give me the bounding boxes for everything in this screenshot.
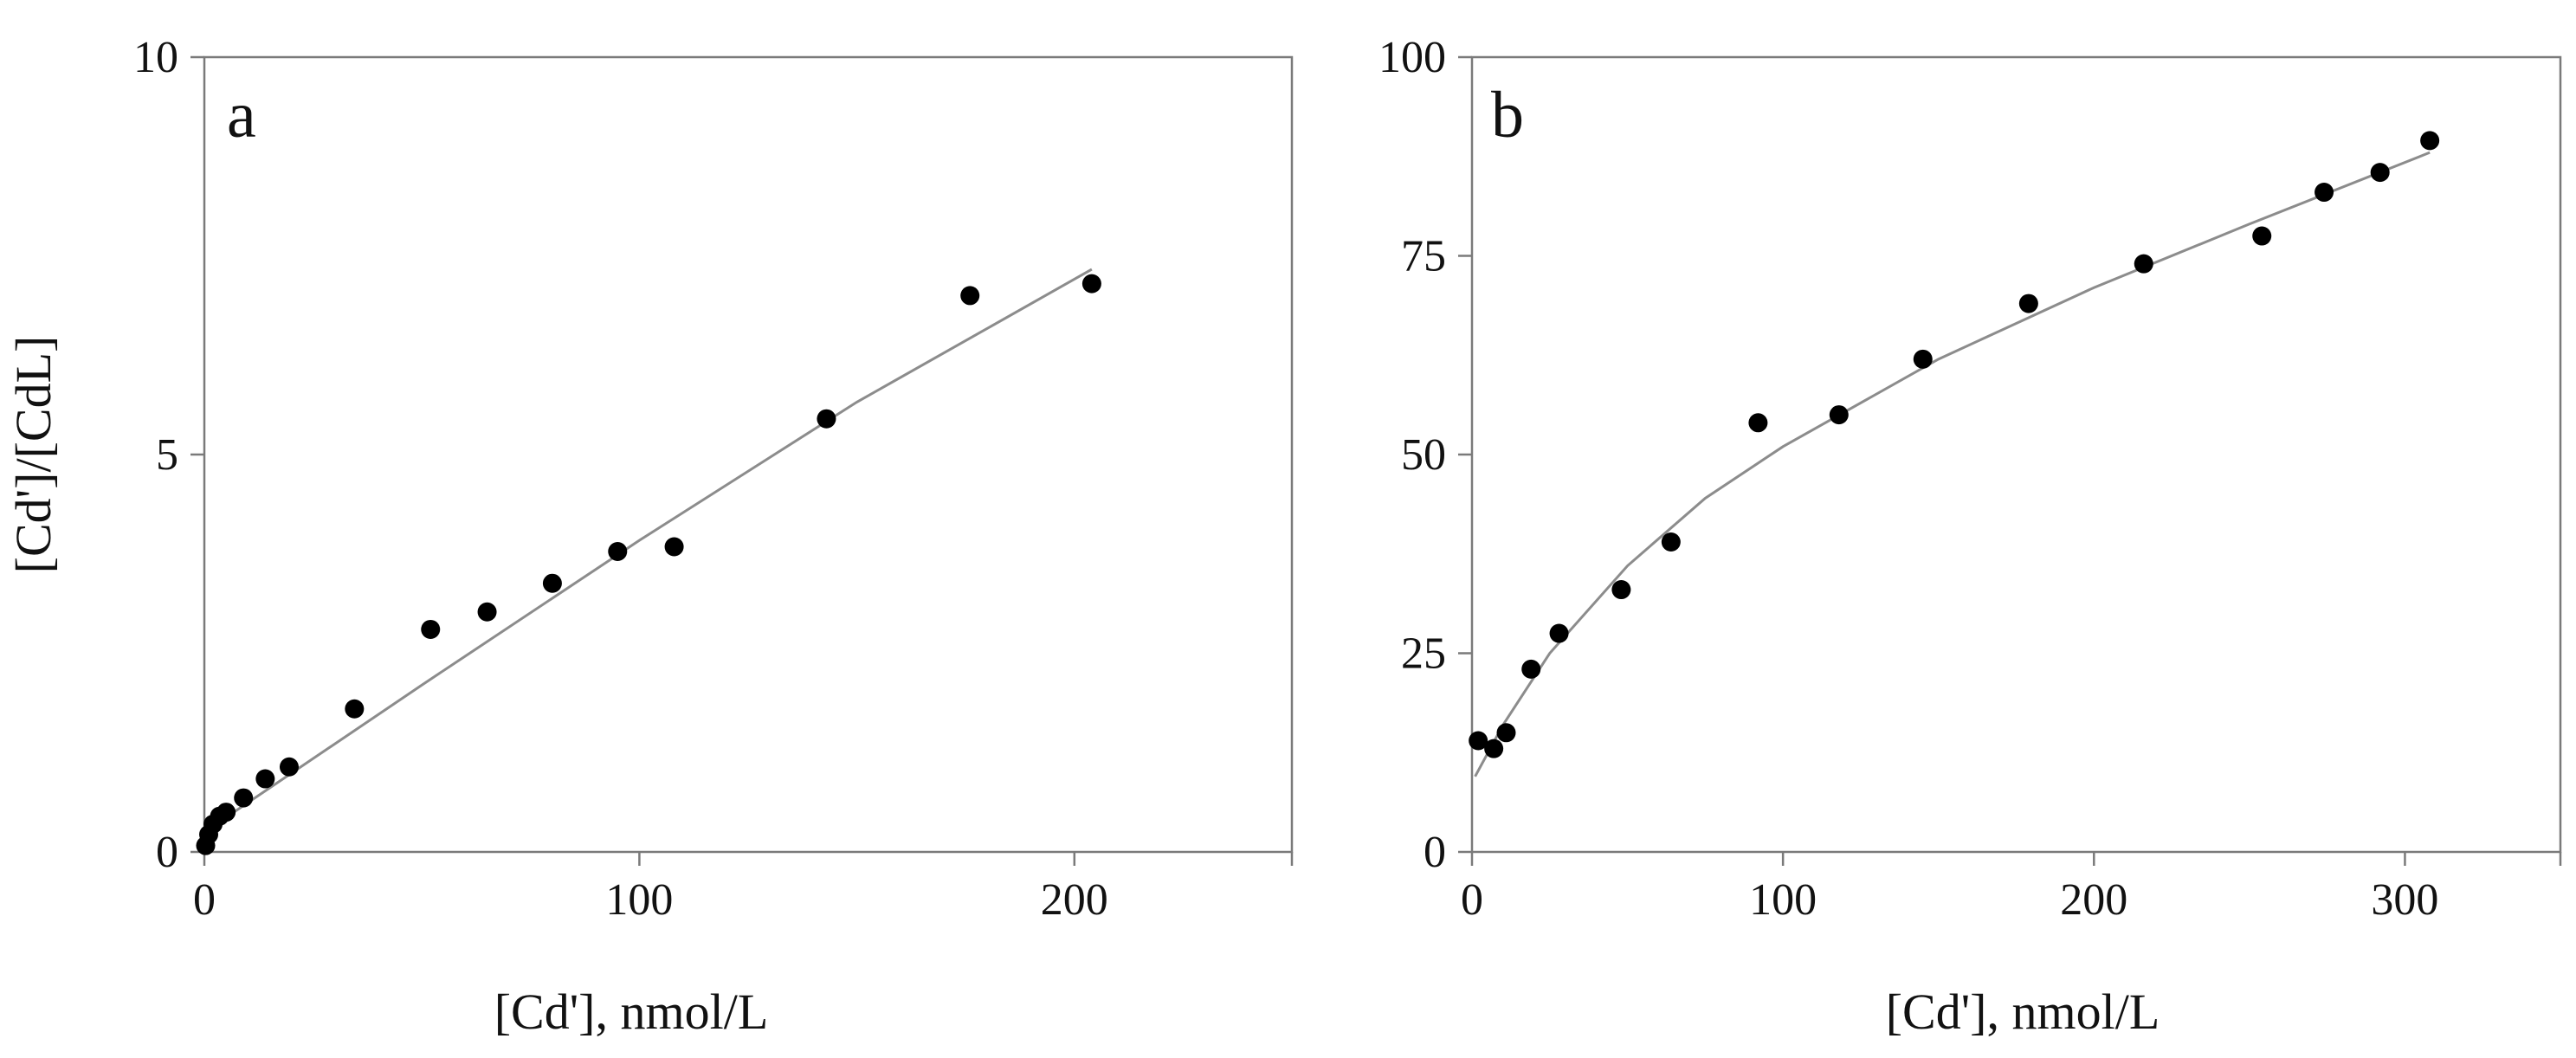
x-tick-label-a-0: 0 (193, 875, 216, 925)
y-axis-title-a: [Cd']/[CdL] (5, 336, 61, 574)
data-point-a-9 (421, 619, 441, 639)
data-point-b-11 (2134, 254, 2153, 274)
data-point-a-5 (234, 788, 254, 808)
axis-ticks-a: 0 100 200 0 5 10 (133, 33, 1294, 925)
data-points-b (1469, 131, 2440, 758)
data-point-b-14 (2370, 163, 2390, 183)
data-point-b-15 (2420, 131, 2440, 151)
panel-label-b: b (1491, 79, 1524, 152)
data-point-b-4 (1549, 623, 1569, 643)
x-tick-label-b-2: 200 (2060, 875, 2127, 925)
fit-curve-a-0 (203, 268, 1093, 834)
data-point-a-16 (1081, 274, 1101, 294)
x-tick-label-b-3: 300 (2371, 875, 2438, 925)
data-point-b-9 (1913, 349, 1933, 369)
x-tick-label-a-1: 100 (605, 875, 673, 925)
data-point-b-13 (2315, 183, 2334, 203)
x-tick-label-a-2: 200 (1041, 875, 1108, 925)
y-tick-label-a-1: 5 (156, 430, 178, 480)
data-point-a-6 (255, 769, 275, 789)
data-points-a (196, 274, 1101, 855)
chart-panel-b: b [Cd'], nmol/L 0 100 200 300 0 25 50 75 100 (1378, 33, 2562, 1040)
x-axis-title-b: [Cd'], nmol/L (1886, 984, 2160, 1040)
data-point-b-3 (1521, 659, 1541, 679)
y-tick-label-b-0: 0 (1424, 828, 1446, 877)
data-point-a-7 (279, 757, 299, 777)
data-point-b-5 (1611, 580, 1631, 600)
data-point-b-7 (1748, 413, 1768, 433)
data-point-a-10 (477, 602, 497, 622)
data-point-a-15 (960, 286, 980, 306)
y-tick-label-a-2: 10 (133, 33, 178, 82)
fit-curve-group-b (1474, 151, 2431, 777)
plot-area-frame-b (1470, 55, 2562, 854)
data-point-a-13 (664, 537, 684, 557)
y-tick-label-b-1: 25 (1401, 629, 1446, 679)
y-tick-label-b-4: 100 (1378, 33, 1446, 82)
data-point-a-11 (542, 573, 562, 593)
data-point-b-8 (1829, 405, 1849, 425)
x-tick-label-b-0: 0 (1461, 875, 1483, 925)
x-tick-label-b-1: 100 (1749, 875, 1817, 925)
data-point-a-14 (817, 409, 836, 429)
data-point-b-2 (1496, 723, 1516, 743)
data-point-a-4 (216, 803, 236, 823)
panel-label-a: a (227, 79, 256, 152)
y-tick-label-a-0: 0 (156, 828, 178, 877)
chart-panel-a: a [Cd']/[CdL] [Cd'], nmol/L 0 100 200 0 5 10 (5, 33, 1294, 1040)
data-point-a-8 (345, 699, 365, 719)
fit-curve-group-a (203, 268, 1093, 834)
axis-ticks-b: 0 100 200 300 0 25 50 75 100 (1378, 33, 2562, 925)
y-tick-label-b-3: 75 (1401, 232, 1446, 281)
data-point-b-1 (1484, 739, 1504, 758)
data-point-b-0 (1469, 731, 1488, 751)
plot-area-frame-a (203, 55, 1294, 854)
x-axis-title-a: [Cd'], nmol/L (494, 984, 769, 1040)
data-point-b-6 (1661, 532, 1681, 552)
y-tick-label-b-2: 50 (1401, 430, 1446, 480)
data-point-b-10 (2018, 294, 2038, 313)
data-point-a-12 (608, 541, 628, 561)
data-point-b-12 (2252, 226, 2272, 246)
fit-curve-b-0 (1474, 151, 2431, 777)
